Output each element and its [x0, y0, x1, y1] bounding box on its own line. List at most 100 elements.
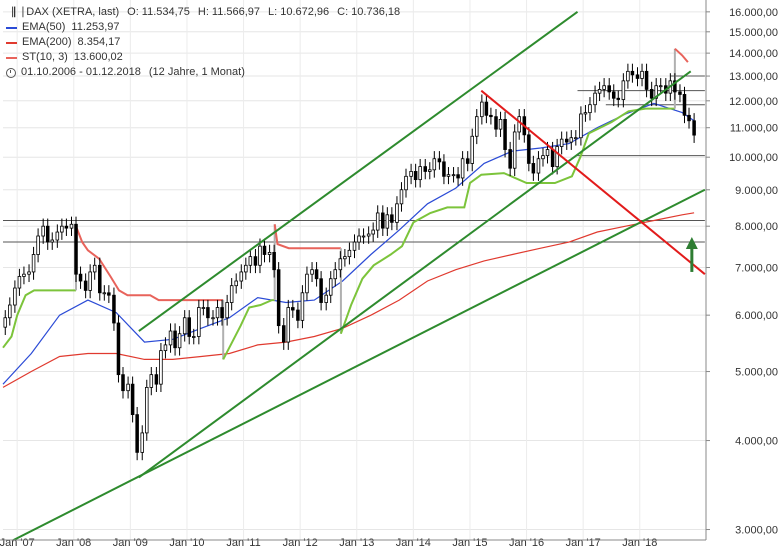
candle-body	[517, 116, 521, 133]
candle-body	[428, 169, 432, 172]
y-tick-label: 4.000,00	[735, 436, 778, 448]
candle-body	[626, 70, 630, 82]
candle-body	[112, 294, 116, 324]
candle-body	[498, 118, 503, 130]
legend-ema200-label: EMA(200)	[22, 36, 72, 48]
candle-body	[248, 256, 253, 266]
green-long-term-trendline	[11, 188, 706, 540]
candle-body	[234, 280, 238, 287]
candle-body	[27, 271, 31, 275]
up-arrow-icon	[685, 237, 698, 250]
y-tick-label: 8.000,00	[735, 221, 778, 233]
legend-duration: (12 Jahre, 1 Monat)	[148, 66, 245, 78]
candle-body	[338, 258, 343, 271]
legend-range-row: 01.10.2006 - 01.12.2018 (12 Jahre, 1 Mon…	[6, 65, 400, 80]
candle-body	[286, 307, 291, 343]
candle-body	[3, 317, 8, 328]
clock-icon	[6, 67, 16, 78]
supertrend-down-segment	[273, 224, 341, 250]
y-tick-label: 3.000,00	[735, 525, 778, 537]
candle-body	[314, 269, 319, 280]
candle-body	[621, 80, 626, 100]
candle-body	[494, 116, 498, 130]
candle-body	[168, 330, 173, 346]
candle-body	[381, 212, 385, 229]
candle-body	[489, 114, 493, 118]
y-tick-label: 7.000,00	[735, 262, 778, 274]
candle-body	[545, 149, 550, 157]
x-tick-label: Jan '07	[0, 537, 35, 549]
candle-body	[55, 231, 60, 241]
candle-body	[413, 171, 418, 181]
legend-low-label: L:	[268, 6, 278, 18]
candle-body	[658, 85, 663, 88]
candle-body	[654, 85, 658, 99]
legend-date-range: 01.10.2006 - 01.12.2018	[21, 66, 141, 78]
candle-body	[375, 212, 380, 231]
x-tick-label: Jan '11	[226, 537, 260, 549]
candle-body	[41, 225, 45, 237]
candle-body	[611, 91, 616, 99]
supertrend-down-segment	[674, 47, 689, 63]
supertrend-up-segment	[222, 299, 275, 360]
candle-body	[74, 223, 78, 275]
candle-body	[588, 104, 592, 114]
candle-body	[305, 273, 309, 294]
candle-body	[371, 229, 375, 235]
candle-body	[102, 292, 107, 295]
candle-body	[390, 214, 394, 223]
candle-body	[225, 302, 229, 319]
candle-body	[644, 70, 649, 90]
legend-ema50-row: EMA(50) 11.253,97	[6, 20, 400, 35]
legend-close-value: 10.736,18	[351, 6, 401, 18]
candle-body	[159, 350, 163, 385]
candle-body	[310, 269, 314, 275]
candle-body	[215, 307, 220, 319]
candle-body	[512, 131, 517, 169]
x-tick-label: Jan '09	[113, 537, 148, 549]
candle-body	[201, 307, 206, 309]
candle-body	[324, 294, 328, 303]
candle-body	[163, 344, 168, 352]
candle-body	[220, 307, 224, 319]
candle-body	[92, 264, 97, 273]
y-tick-label: 11.000,00	[730, 123, 778, 135]
candle-body	[579, 113, 583, 139]
legend-open-value: 11.534,75	[141, 6, 190, 18]
candle-body	[173, 330, 177, 349]
candle-body	[182, 317, 187, 335]
candle-body	[395, 203, 399, 223]
red-downtrend-trendline	[480, 89, 706, 275]
candle-body	[206, 307, 210, 319]
candle-body	[258, 245, 262, 266]
candle-body	[399, 189, 404, 205]
candle-body	[550, 149, 555, 168]
candle-body	[640, 70, 644, 79]
supertrend-swatch-icon	[6, 56, 17, 59]
candle-body	[635, 74, 640, 79]
candle-body	[187, 317, 191, 337]
annotation-layer	[685, 237, 698, 272]
candle-body	[8, 304, 12, 319]
supertrend-down-segment	[75, 225, 224, 302]
chart-legend: ▕┃▕ DAX (XETRA, last) O: 11.534,75 H: 11…	[6, 5, 400, 80]
candle-body	[527, 134, 531, 164]
legend-ema50-value: 11.253,97	[71, 21, 120, 33]
candle-body	[460, 158, 465, 179]
candle-body	[130, 383, 135, 416]
candle-body	[347, 249, 352, 258]
legend-st-label: ST(10, 3)	[22, 51, 68, 63]
legend-instrument: DAX (XETRA, last)	[26, 6, 120, 18]
candle-body	[83, 280, 88, 291]
ema50-swatch-icon	[6, 26, 17, 29]
candle-body	[385, 214, 390, 229]
candle-body	[583, 112, 588, 115]
legend-high-label: H:	[197, 6, 209, 18]
ema200-swatch-icon	[6, 41, 17, 44]
candle-body	[503, 118, 507, 150]
y-tick-label: 13.000,00	[729, 71, 778, 83]
candle-body	[593, 92, 597, 106]
supertrend-up-segment	[2, 289, 76, 349]
candle-body	[36, 235, 40, 255]
